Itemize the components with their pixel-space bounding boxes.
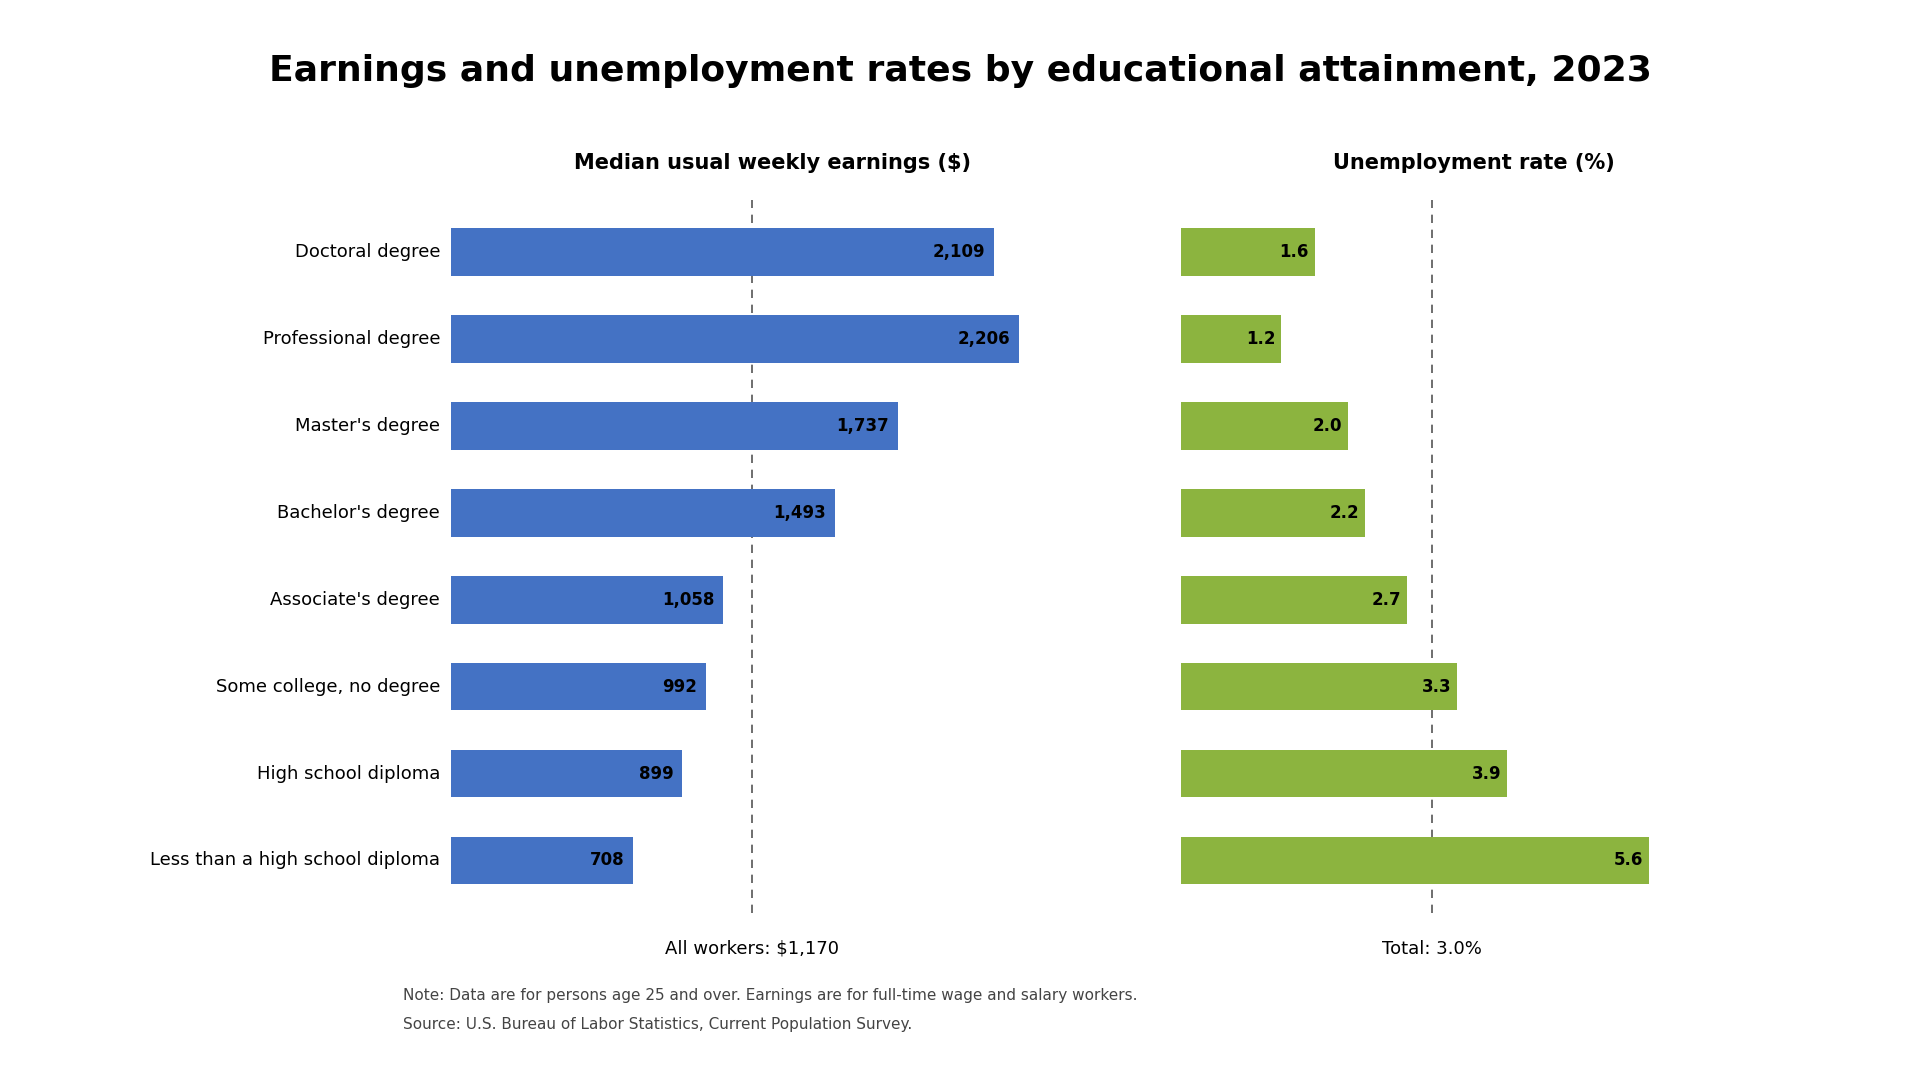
Text: 2,109: 2,109 [933, 243, 985, 261]
Bar [1181, 837, 1649, 885]
Bar [451, 228, 995, 275]
Bar [451, 489, 835, 537]
Text: Total: 3.0%: Total: 3.0% [1382, 940, 1482, 958]
Bar [1181, 750, 1507, 797]
Text: 1.6: 1.6 [1279, 243, 1309, 261]
Text: Unemployment rate (%): Unemployment rate (%) [1332, 152, 1615, 173]
Bar [451, 402, 899, 449]
Text: 2.0: 2.0 [1313, 417, 1342, 435]
Text: Professional degree: Professional degree [263, 329, 440, 348]
Bar [1181, 663, 1457, 711]
Bar [451, 576, 724, 623]
Text: 708: 708 [589, 851, 624, 869]
Text: Earnings and unemployment rates by educational attainment, 2023: Earnings and unemployment rates by educa… [269, 54, 1651, 87]
Text: Doctoral degree: Doctoral degree [294, 243, 440, 261]
Text: Median usual weekly earnings ($): Median usual weekly earnings ($) [574, 152, 972, 173]
Bar [1181, 228, 1315, 275]
Text: 2,206: 2,206 [958, 329, 1010, 348]
Text: Bachelor's degree: Bachelor's degree [276, 503, 440, 522]
Text: 3.3: 3.3 [1421, 677, 1452, 696]
Text: 3.9: 3.9 [1471, 765, 1501, 783]
Bar [451, 837, 634, 885]
Bar [451, 750, 682, 797]
Text: 899: 899 [639, 765, 674, 783]
Text: Associate's degree: Associate's degree [271, 591, 440, 609]
Text: Note: Data are for persons age 25 and over. Earnings are for full-time wage and : Note: Data are for persons age 25 and ov… [403, 988, 1139, 1003]
Text: High school diploma: High school diploma [257, 765, 440, 783]
Bar [1181, 402, 1348, 449]
Bar [451, 663, 707, 711]
Bar [1181, 315, 1281, 363]
Text: 2.7: 2.7 [1371, 591, 1402, 609]
Text: 1,737: 1,737 [837, 417, 889, 435]
Text: 1,493: 1,493 [774, 503, 826, 522]
Text: 992: 992 [662, 677, 697, 696]
Text: 1,058: 1,058 [662, 591, 714, 609]
Bar [1181, 576, 1407, 623]
Text: 5.6: 5.6 [1615, 851, 1644, 869]
Text: Master's degree: Master's degree [296, 417, 440, 435]
Bar [1181, 489, 1365, 537]
Bar [451, 315, 1020, 363]
Text: 2.2: 2.2 [1329, 503, 1359, 522]
Text: Some college, no degree: Some college, no degree [215, 677, 440, 696]
Text: Source: U.S. Bureau of Labor Statistics, Current Population Survey.: Source: U.S. Bureau of Labor Statistics,… [403, 1017, 912, 1032]
Text: All workers: $1,170: All workers: $1,170 [664, 940, 839, 958]
Text: Less than a high school diploma: Less than a high school diploma [150, 851, 440, 869]
Text: 1.2: 1.2 [1246, 329, 1275, 348]
